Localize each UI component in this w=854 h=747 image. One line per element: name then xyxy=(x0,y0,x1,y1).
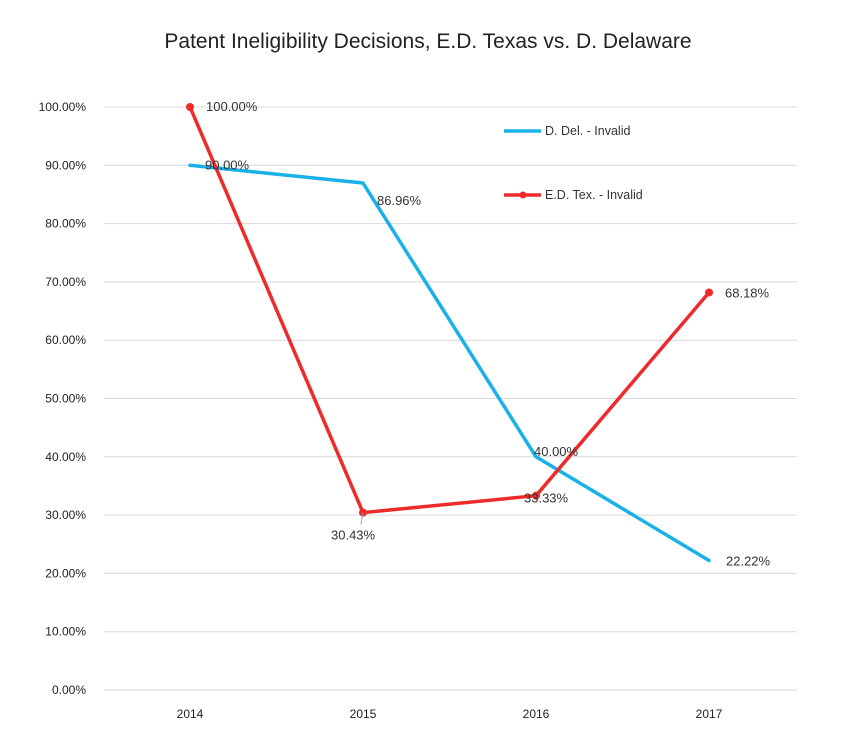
chart-title: Patent Ineligibility Decisions, E.D. Tex… xyxy=(164,30,691,53)
legend-marker-ed-tex xyxy=(519,191,527,199)
y-tick-label: 90.00% xyxy=(45,158,86,172)
y-tick-label: 80.00% xyxy=(45,217,86,231)
x-tick-label: 2014 xyxy=(177,707,204,721)
y-tick-label: 60.00% xyxy=(45,333,86,347)
x-tick-label: 2017 xyxy=(696,707,723,721)
legend: D. Del. - Invalid E.D. Tex. - Invalid xyxy=(504,124,643,202)
data-labels: 90.00% 86.96% 40.00% 22.22% 100.00% 30.43% 33.… xyxy=(205,99,771,568)
data-label: 68.18% xyxy=(725,286,770,301)
series-lines xyxy=(186,103,713,563)
y-axis-ticks: 0.00% 10.00% 20.00% 30.00% 40.00% 50.00% 60.00… xyxy=(39,100,87,697)
legend-label-d-del: D. Del. - Invalid xyxy=(545,124,630,138)
data-label: 30.43% xyxy=(331,528,376,543)
data-label: 22.22% xyxy=(726,553,771,568)
y-tick-label: 30.00% xyxy=(45,508,86,522)
y-tick-label: 50.00% xyxy=(45,392,86,406)
y-tick-label: 0.00% xyxy=(52,683,86,697)
x-axis-ticks: 2014 2015 2016 2017 xyxy=(177,707,723,721)
data-label: 86.96% xyxy=(377,193,422,208)
data-label: 90.00% xyxy=(205,157,250,172)
gridlines xyxy=(104,106,797,691)
data-label: 33.33% xyxy=(524,491,569,506)
y-tick-label: 100.00% xyxy=(39,100,87,114)
series-point-1 xyxy=(705,288,713,297)
data-label-leader xyxy=(360,512,364,525)
series-line-0 xyxy=(188,163,711,563)
legend-label-ed-tex: E.D. Tex. - Invalid xyxy=(545,188,643,202)
data-label: 100.00% xyxy=(206,99,258,114)
series-point-1 xyxy=(532,491,540,500)
y-tick-label: 20.00% xyxy=(45,566,86,580)
data-label: 40.00% xyxy=(534,444,579,459)
y-tick-label: 70.00% xyxy=(45,275,86,289)
series-point-1 xyxy=(186,103,194,111)
y-tick-label: 40.00% xyxy=(45,450,86,464)
x-tick-label: 2015 xyxy=(350,707,377,721)
y-tick-label: 10.00% xyxy=(45,625,86,639)
x-tick-label: 2016 xyxy=(523,707,550,721)
series-line-1 xyxy=(188,105,711,515)
